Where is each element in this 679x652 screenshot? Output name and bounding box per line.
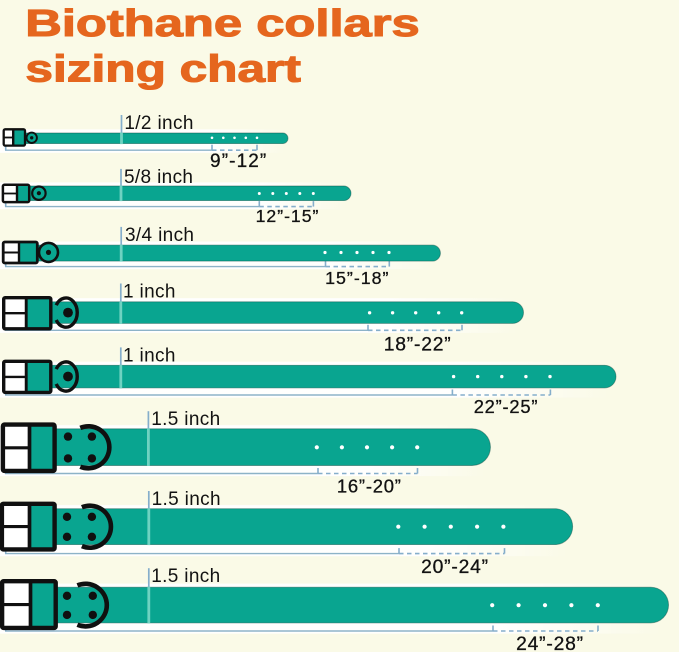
svg-text:1.5 inch: 1.5 inch xyxy=(151,566,220,587)
svg-text:1.5 inch: 1.5 inch xyxy=(152,489,221,510)
svg-text:1/2 inch: 1/2 inch xyxy=(124,113,193,134)
svg-text:12”-15”: 12”-15” xyxy=(256,206,320,226)
svg-text:5/8 inch: 5/8 inch xyxy=(124,167,193,188)
svg-text:24”-28”: 24”-28” xyxy=(516,634,584,652)
svg-text:1.5 inch: 1.5 inch xyxy=(151,409,220,430)
svg-text:18”-22”: 18”-22” xyxy=(384,334,452,355)
svg-text:1 inch: 1 inch xyxy=(123,282,176,303)
svg-text:16”-20”: 16”-20” xyxy=(337,476,402,497)
svg-text:1 inch: 1 inch xyxy=(123,345,176,366)
svg-text:3/4 inch: 3/4 inch xyxy=(125,225,194,246)
svg-text:9”-12”: 9”-12” xyxy=(210,151,267,172)
svg-text:sizing chart: sizing chart xyxy=(25,48,301,90)
svg-text:22”-25”: 22”-25” xyxy=(474,396,539,417)
svg-text:Biothane collars: Biothane collars xyxy=(25,2,419,44)
svg-text:15”-18”: 15”-18” xyxy=(325,268,389,288)
svg-text:20”-24”: 20”-24” xyxy=(421,557,489,578)
